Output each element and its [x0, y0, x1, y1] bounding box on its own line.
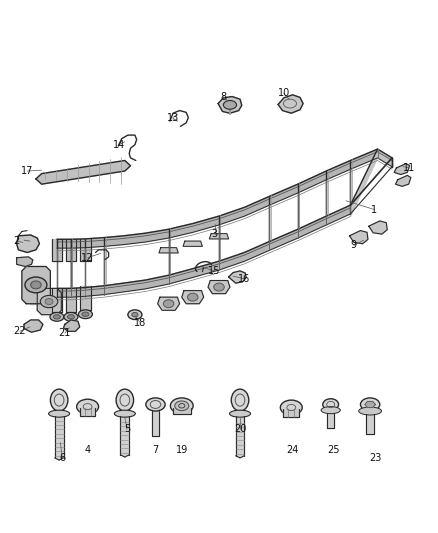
Text: 4: 4 [85, 445, 91, 455]
Polygon shape [209, 233, 229, 239]
Polygon shape [22, 266, 50, 304]
Text: 17: 17 [21, 166, 33, 176]
Polygon shape [278, 95, 303, 113]
Polygon shape [66, 288, 76, 312]
Polygon shape [396, 175, 411, 187]
Ellipse shape [64, 312, 78, 321]
Polygon shape [327, 413, 334, 428]
Polygon shape [57, 205, 350, 291]
Text: 15: 15 [208, 266, 221, 276]
Ellipse shape [128, 310, 142, 319]
Text: 7: 7 [152, 445, 159, 455]
Text: 2: 2 [14, 236, 20, 246]
Polygon shape [158, 297, 180, 310]
Ellipse shape [170, 398, 193, 414]
Text: 18: 18 [134, 318, 146, 328]
Ellipse shape [25, 277, 47, 293]
Polygon shape [394, 164, 410, 174]
Text: 23: 23 [370, 454, 382, 463]
Ellipse shape [82, 312, 89, 317]
Ellipse shape [163, 300, 174, 308]
Polygon shape [369, 221, 387, 234]
Text: 1: 1 [371, 205, 378, 215]
Polygon shape [80, 408, 95, 416]
Polygon shape [57, 149, 392, 248]
Text: 13: 13 [167, 112, 179, 123]
Polygon shape [350, 231, 368, 244]
Text: 14: 14 [113, 140, 125, 150]
Ellipse shape [132, 312, 138, 317]
Polygon shape [80, 286, 91, 310]
Ellipse shape [280, 400, 302, 415]
Polygon shape [283, 409, 299, 417]
Polygon shape [229, 271, 246, 283]
Polygon shape [37, 288, 61, 314]
Text: 19: 19 [176, 445, 188, 455]
Polygon shape [30, 271, 43, 304]
Text: 12: 12 [81, 253, 94, 263]
Ellipse shape [175, 401, 189, 410]
Ellipse shape [67, 314, 74, 319]
Ellipse shape [116, 389, 134, 411]
Text: 9: 9 [351, 240, 357, 251]
Ellipse shape [146, 398, 165, 411]
Ellipse shape [45, 298, 53, 304]
Text: 8: 8 [220, 92, 226, 102]
Text: 16: 16 [238, 274, 251, 284]
Text: 25: 25 [328, 445, 340, 455]
Polygon shape [120, 416, 129, 455]
Text: 6: 6 [59, 454, 65, 463]
Polygon shape [236, 416, 244, 456]
Polygon shape [55, 416, 64, 458]
Polygon shape [366, 414, 374, 434]
Polygon shape [66, 239, 76, 261]
Ellipse shape [40, 295, 58, 308]
Ellipse shape [359, 407, 381, 415]
Polygon shape [182, 290, 204, 304]
Ellipse shape [78, 310, 92, 319]
Ellipse shape [31, 281, 41, 289]
Polygon shape [159, 248, 178, 253]
Ellipse shape [50, 312, 64, 321]
Polygon shape [24, 320, 43, 332]
Polygon shape [350, 149, 392, 216]
Polygon shape [218, 96, 242, 113]
Ellipse shape [360, 398, 380, 411]
Text: 21: 21 [59, 328, 71, 338]
Polygon shape [52, 288, 62, 312]
Ellipse shape [223, 101, 237, 109]
Ellipse shape [50, 389, 68, 411]
Polygon shape [365, 401, 375, 408]
Polygon shape [57, 205, 350, 297]
Polygon shape [183, 241, 202, 246]
Text: 20: 20 [234, 424, 246, 434]
Ellipse shape [323, 399, 339, 410]
Text: 10: 10 [278, 88, 290, 99]
Polygon shape [64, 320, 80, 332]
Ellipse shape [230, 410, 251, 417]
Polygon shape [208, 280, 230, 294]
Ellipse shape [321, 407, 340, 414]
Ellipse shape [77, 399, 99, 414]
Text: 24: 24 [286, 445, 299, 455]
Polygon shape [36, 160, 131, 184]
Ellipse shape [214, 283, 224, 291]
Text: 22: 22 [14, 326, 26, 336]
Polygon shape [17, 235, 39, 253]
Polygon shape [152, 411, 159, 437]
Text: 5: 5 [124, 424, 130, 434]
Text: 11: 11 [403, 163, 416, 173]
Ellipse shape [53, 314, 60, 319]
Polygon shape [57, 149, 392, 242]
Ellipse shape [231, 389, 249, 411]
Ellipse shape [187, 293, 198, 301]
Polygon shape [17, 257, 33, 266]
Polygon shape [173, 408, 191, 414]
Text: 3: 3 [212, 229, 218, 239]
Ellipse shape [114, 410, 135, 417]
Polygon shape [52, 239, 62, 261]
Ellipse shape [49, 410, 70, 417]
Polygon shape [80, 239, 91, 261]
